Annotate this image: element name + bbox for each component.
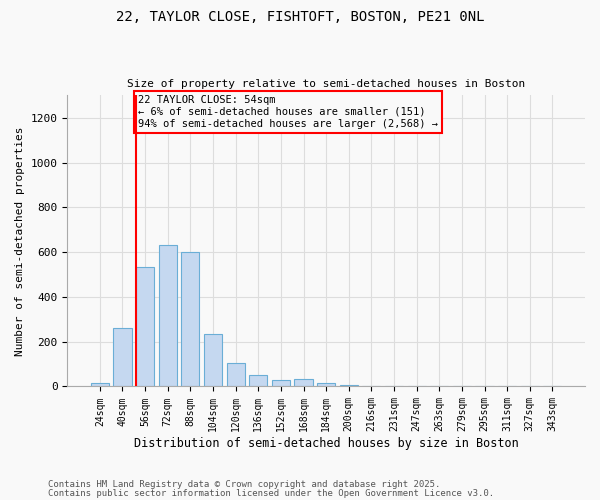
Bar [227,362,245,386]
Title: Size of property relative to semi-detached houses in Boston: Size of property relative to semi-detach… [127,79,525,89]
Bar [317,383,335,386]
Bar [249,376,268,386]
Bar [204,334,222,386]
Text: 22 TAYLOR CLOSE: 54sqm
← 6% of semi-detached houses are smaller (151)
94% of sem: 22 TAYLOR CLOSE: 54sqm ← 6% of semi-deta… [139,96,439,128]
Bar [272,380,290,386]
Text: Contains HM Land Registry data © Crown copyright and database right 2025.: Contains HM Land Registry data © Crown c… [48,480,440,489]
Text: Contains public sector information licensed under the Open Government Licence v3: Contains public sector information licen… [48,488,494,498]
Bar [113,328,131,386]
Bar [295,379,313,386]
Bar [136,266,154,386]
Text: 22, TAYLOR CLOSE, FISHTOFT, BOSTON, PE21 0NL: 22, TAYLOR CLOSE, FISHTOFT, BOSTON, PE21… [116,10,484,24]
Bar [158,246,177,386]
X-axis label: Distribution of semi-detached houses by size in Boston: Distribution of semi-detached houses by … [134,437,518,450]
Bar [91,383,109,386]
Bar [181,252,199,386]
Y-axis label: Number of semi-detached properties: Number of semi-detached properties [15,126,25,356]
